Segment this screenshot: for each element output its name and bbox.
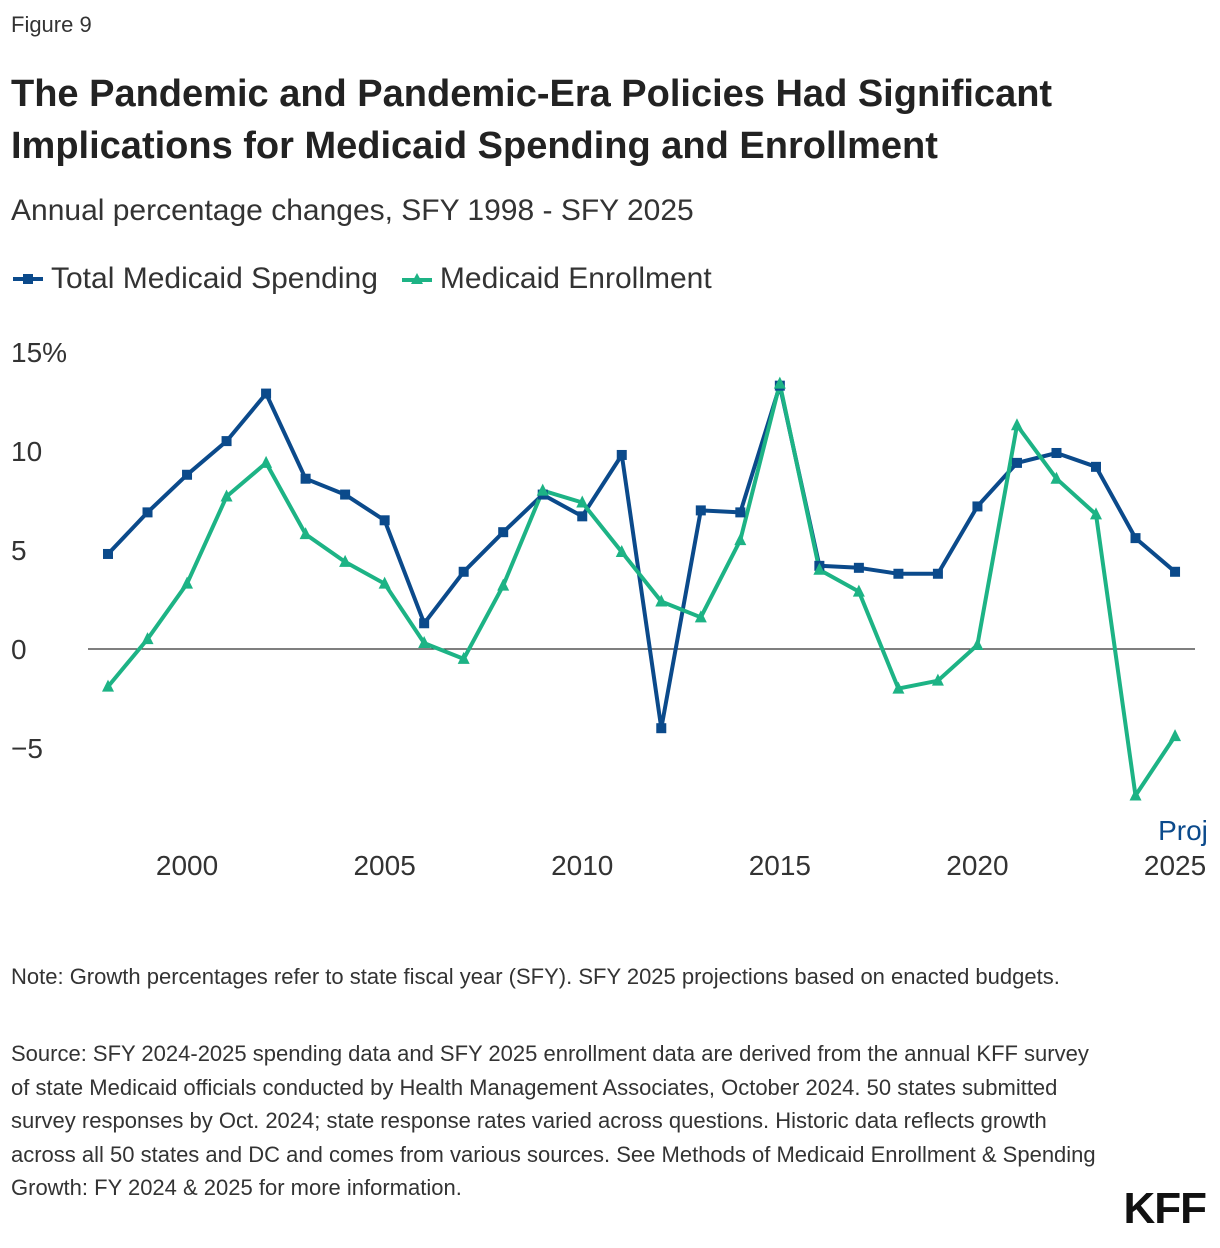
spending-point [1130, 533, 1141, 544]
spending-point [695, 505, 706, 516]
x-tick-label: 2015 [749, 850, 811, 881]
enrollment-point [1010, 418, 1023, 431]
enrollment-point [971, 638, 984, 651]
enrollment-point [497, 578, 510, 591]
source: Source: SFY 2024-2025 spending data and … [11, 1041, 1096, 1200]
y-tick-label: −5 [11, 733, 43, 764]
enrollment-point [813, 562, 826, 575]
chart-subtitle: Annual percentage changes, SFY 1998 - SF… [11, 194, 694, 227]
spending-point [735, 507, 746, 518]
note: Note: Growth percentages refer to state … [11, 964, 1060, 989]
y-tick-label: 10 [11, 436, 42, 467]
line-chart: 15% 10 5 0 −5 2000 2005 2010 2015 2020 2025 Proj [11, 337, 1208, 881]
enrollment-point [931, 673, 944, 686]
enrollment-point [141, 632, 154, 645]
enrollment-point [378, 576, 391, 589]
spending-point [340, 489, 351, 500]
enrollment-point [536, 483, 549, 496]
enrollment-point [1169, 729, 1182, 742]
enrollment-point [694, 610, 707, 623]
spending-point [300, 473, 311, 484]
spending-point [142, 507, 153, 518]
spending-point [853, 562, 864, 573]
enrollment-point [220, 489, 233, 502]
enrollment-point [773, 376, 786, 389]
enrollment-point [1050, 471, 1063, 484]
spending-point [261, 388, 272, 399]
enrollment-point [339, 554, 352, 567]
enrollment-point [852, 584, 865, 597]
legend-triangle-marker-icon [401, 273, 432, 284]
spending-point [458, 566, 469, 577]
spending-point [1170, 566, 1181, 577]
enrollment-point [576, 495, 589, 508]
legend-item-enrollment: Medicaid Enrollment [400, 262, 712, 296]
enrollment-point [892, 681, 905, 694]
kff-logo: KFF [1123, 1184, 1207, 1233]
enrollment-point [734, 533, 747, 546]
enrollment-point [615, 544, 628, 557]
spending-point [182, 469, 193, 480]
enrollment-point [418, 636, 431, 649]
y-tick-label: 5 [11, 535, 27, 566]
spending-point [1051, 447, 1062, 458]
spending-point [577, 511, 588, 522]
legend-square-marker-icon [13, 274, 43, 284]
figure-label: Figure 9 [11, 12, 92, 37]
x-tick-label: 2025 [1144, 850, 1206, 881]
x-tick-label: 2020 [946, 850, 1008, 881]
spending-point [103, 548, 113, 559]
enrollment-point [655, 594, 668, 607]
y-tick-label: 15% [11, 337, 67, 368]
projection-annotation: Proj [1158, 815, 1208, 846]
x-tick-label: 2005 [353, 850, 415, 881]
enrollment-point [457, 651, 470, 664]
legend: Total Medicaid Spending Medicaid Enrollm… [11, 262, 712, 296]
enrollment-point [1129, 788, 1142, 801]
spending-point [932, 568, 943, 579]
spending-point [1091, 461, 1101, 472]
y-tick-label: 0 [11, 634, 27, 665]
series-line-spending [106, 383, 1177, 731]
legend-label: Total Medicaid Spending [51, 262, 378, 295]
spending-point [379, 515, 390, 526]
enrollment-point [181, 576, 194, 589]
enrollment-point [260, 455, 273, 468]
enrollment-point [299, 527, 312, 540]
x-tick-label: 2010 [551, 850, 613, 881]
spending-point [972, 501, 983, 512]
legend-label: Medicaid Enrollment [439, 262, 712, 295]
legend-item-spending: Total Medicaid Spending [11, 262, 378, 296]
spending-point [221, 436, 232, 447]
spending-point [1011, 457, 1022, 468]
spending-point [656, 723, 667, 734]
chart-title: The Pandemic and Pandemic-Era Policies H… [11, 73, 1053, 167]
series-line-enrollment [106, 381, 1177, 798]
spending-point [893, 568, 904, 579]
spending-point [419, 618, 430, 629]
enrollment-point [102, 679, 114, 692]
enrollment-point [1090, 507, 1102, 520]
spending-point [616, 449, 627, 460]
x-tick-label: 2000 [156, 850, 218, 881]
spending-point [498, 527, 509, 538]
